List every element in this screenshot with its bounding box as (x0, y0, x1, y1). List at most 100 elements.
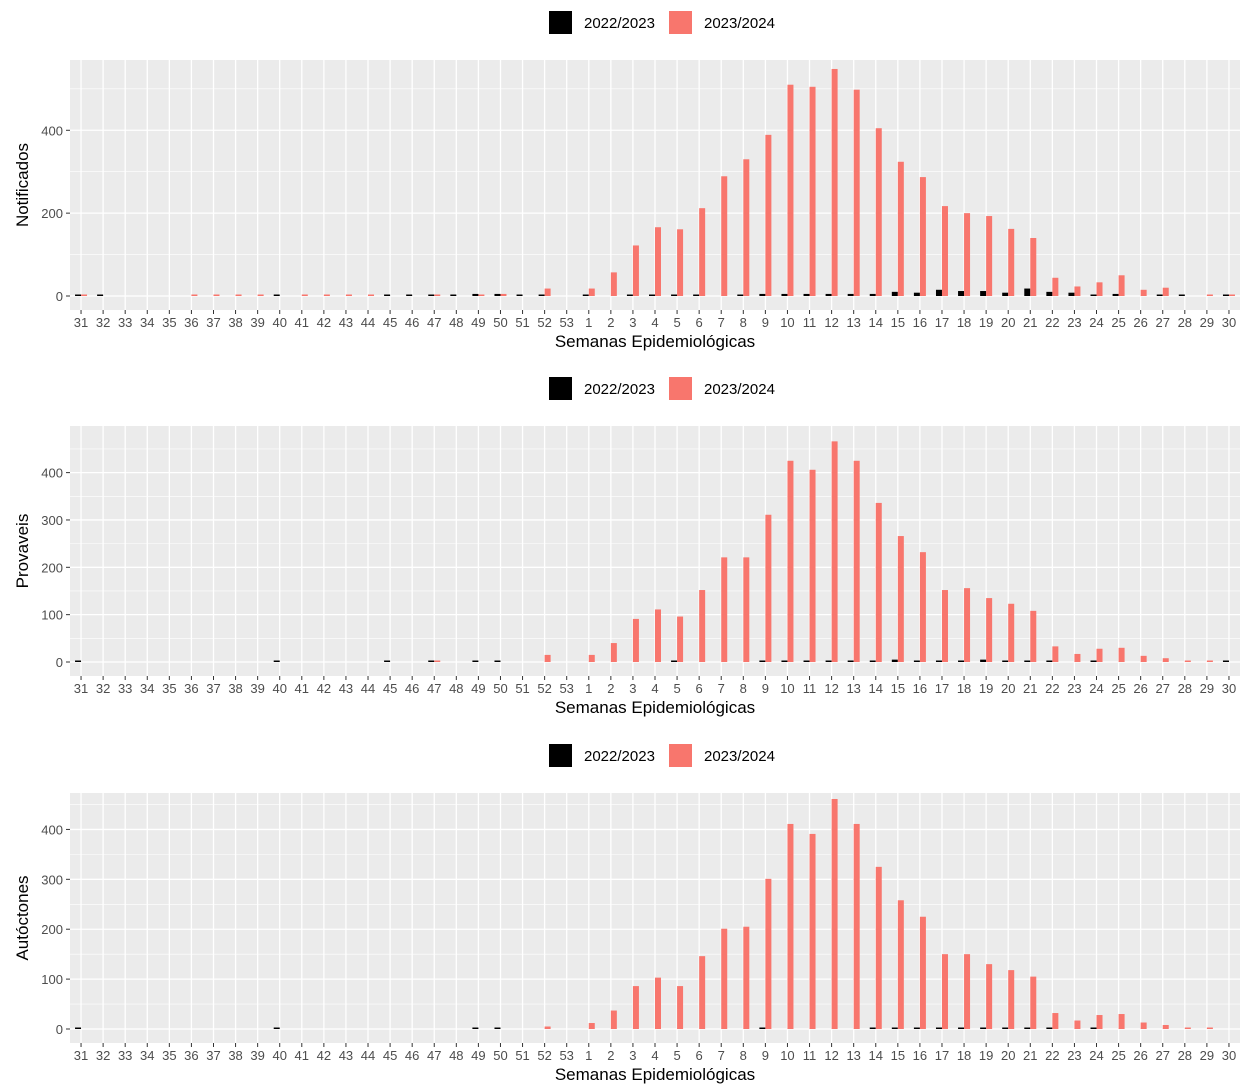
x-tick-label: 36 (184, 681, 198, 696)
x-tick-label: 29 (1200, 681, 1214, 696)
bar-2023-2024-week-31 (81, 294, 88, 296)
bar-2023-2024-week-1 (588, 288, 595, 296)
bar-2022-2023-week-13 (847, 293, 854, 296)
bar-2023-2024-week-16 (919, 177, 926, 296)
x-tick-label: 30 (1222, 315, 1236, 330)
x-tick-label: 50 (493, 315, 507, 330)
x-tick-label: 13 (846, 315, 860, 330)
x-tick-label: 49 (471, 1048, 485, 1063)
bar-2022-2023-week-12 (825, 293, 832, 296)
x-tick-label: 16 (913, 681, 927, 696)
bar-2023-2024-week-26 (1140, 1022, 1147, 1029)
x-tick-label: 42 (317, 1048, 331, 1063)
bar-2022-2023-week-49 (472, 293, 479, 296)
bar-2022-2023-week-19 (980, 1027, 987, 1029)
x-tick-label: 37 (206, 1048, 220, 1063)
bar-2023-2024-week-47 (434, 660, 441, 662)
x-tick-label: 6 (696, 315, 703, 330)
bar-2022-2023-week-22 (1046, 1027, 1053, 1029)
y-tick-label: 400 (41, 123, 63, 138)
bar-2022-2023-week-9 (759, 293, 766, 296)
x-tick-label: 24 (1089, 681, 1103, 696)
x-tick-label: 7 (718, 681, 725, 696)
y-axis-title: Provaveis (13, 514, 32, 589)
bar-2023-2024-week-1 (588, 654, 595, 662)
bar-2023-2024-week-21 (1030, 238, 1037, 296)
bar-2023-2024-week-18 (964, 588, 971, 662)
x-tick-label: 46 (405, 315, 419, 330)
bar-2023-2024-week-29 (1206, 294, 1213, 296)
x-tick-label: 52 (537, 1048, 551, 1063)
x-tick-label: 12 (824, 315, 838, 330)
legend-label-2023-2024: 2023/2024 (704, 15, 775, 32)
bar-2022-2023-week-14 (869, 1027, 876, 1029)
bar-2023-2024-week-43 (345, 294, 352, 296)
x-tick-label: 46 (405, 681, 419, 696)
x-tick-label: 9 (762, 681, 769, 696)
bar-2022-2023-week-31 (75, 294, 82, 296)
bar-2023-2024-week-38 (235, 294, 242, 296)
x-tick-label: 38 (228, 1048, 242, 1063)
x-tick-label: 43 (339, 681, 353, 696)
bar-2023-2024-week-17 (941, 206, 948, 296)
y-tick-label: 400 (41, 822, 63, 837)
y-tick-label: 300 (41, 513, 63, 528)
x-tick-label: 15 (891, 1048, 905, 1063)
x-tick-label: 44 (361, 1048, 375, 1063)
bar-2023-2024-week-24 (1096, 1015, 1103, 1029)
x-tick-label: 41 (295, 1048, 309, 1063)
bar-2023-2024-week-47 (434, 294, 441, 296)
bar-2023-2024-week-14 (875, 128, 882, 296)
x-tick-label: 35 (162, 315, 176, 330)
bar-2023-2024-week-27 (1162, 287, 1169, 296)
x-tick-label: 44 (361, 315, 375, 330)
x-tick-label: 38 (228, 681, 242, 696)
bar-2023-2024-week-7 (721, 176, 728, 296)
x-tick-label: 14 (869, 681, 883, 696)
bar-2023-2024-week-26 (1140, 289, 1147, 296)
bar-2023-2024-week-19 (986, 598, 993, 662)
x-tick-label: 3 (629, 315, 636, 330)
x-tick-label: 38 (228, 315, 242, 330)
bar-2022-2023-week-52 (538, 294, 545, 296)
bar-2022-2023-week-11 (803, 293, 810, 296)
bar-2022-2023-week-23 (1068, 292, 1075, 296)
bar-2022-2023-week-19 (980, 659, 987, 662)
bar-2023-2024-week-28 (1184, 660, 1191, 662)
x-tick-label: 27 (1156, 315, 1170, 330)
x-tick-label: 7 (718, 315, 725, 330)
x-tick-label: 40 (272, 1048, 286, 1063)
bar-2022-2023-week-17 (935, 289, 942, 296)
x-tick-label: 21 (1023, 681, 1037, 696)
x-tick-label: 22 (1045, 681, 1059, 696)
bar-2023-2024-week-7 (721, 557, 728, 662)
bar-2023-2024-week-22 (1052, 1013, 1059, 1029)
bar-2023-2024-week-36 (191, 294, 198, 296)
bar-2023-2024-week-24 (1096, 648, 1103, 662)
x-tick-label: 8 (740, 681, 747, 696)
bar-2023-2024-week-49 (478, 294, 485, 296)
bar-2022-2023-week-15 (891, 291, 898, 296)
x-tick-label: 11 (803, 1048, 817, 1063)
bar-2022-2023-week-32 (97, 294, 104, 296)
bar-2023-2024-week-50 (500, 293, 507, 296)
x-tick-label: 16 (913, 315, 927, 330)
bar-2023-2024-week-2 (610, 643, 617, 662)
bar-2022-2023-week-48 (450, 294, 457, 296)
bar-2023-2024-week-52 (544, 288, 551, 296)
bar-2023-2024-week-52 (544, 1026, 551, 1029)
bar-2022-2023-week-17 (935, 660, 942, 662)
x-tick-label: 20 (1001, 315, 1015, 330)
legend-swatch-2023-2024 (669, 11, 692, 34)
bar-2023-2024-week-25 (1118, 1014, 1125, 1029)
x-tick-label: 31 (74, 315, 88, 330)
bar-2023-2024-week-41 (301, 294, 308, 296)
x-tick-label: 51 (515, 1048, 529, 1063)
bar-2022-2023-week-27 (1156, 294, 1163, 296)
x-tick-label: 28 (1178, 1048, 1192, 1063)
y-tick-label: 0 (56, 655, 63, 670)
x-tick-label: 2 (607, 681, 614, 696)
x-tick-label: 13 (846, 1048, 860, 1063)
x-tick-label: 15 (891, 681, 905, 696)
